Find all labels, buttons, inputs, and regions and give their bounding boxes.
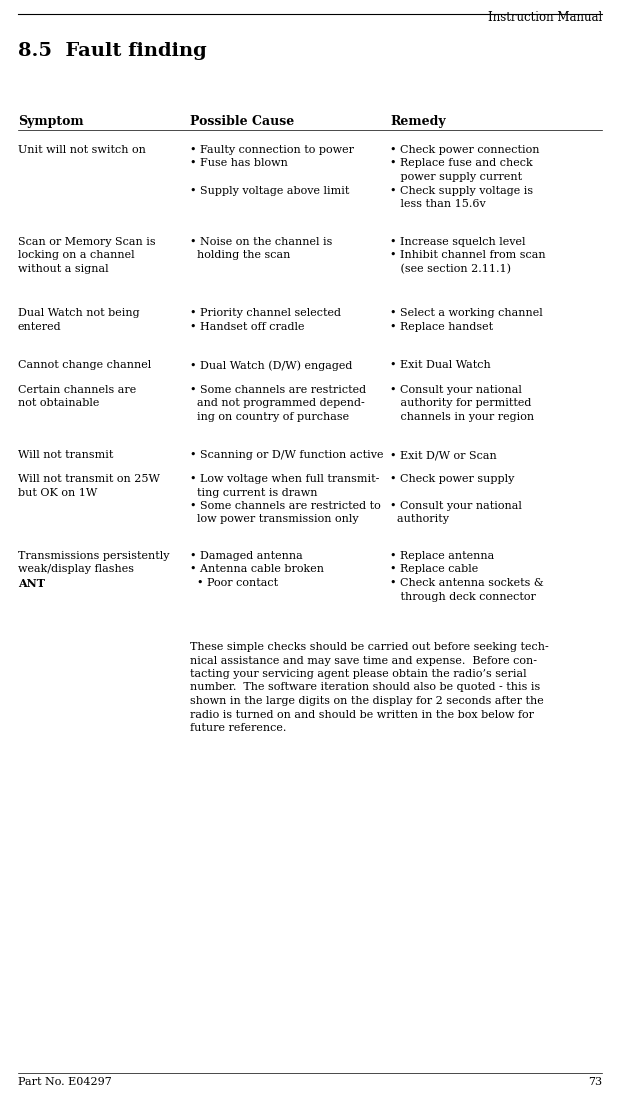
Text: • Damaged antenna: • Damaged antenna (190, 551, 303, 561)
Text: weak/display flashes: weak/display flashes (18, 565, 134, 575)
Text: • Fuse has blown: • Fuse has blown (190, 159, 288, 169)
Text: • Low voltage when full transmit-: • Low voltage when full transmit- (190, 474, 379, 484)
Text: • Handset off cradle: • Handset off cradle (190, 322, 304, 332)
Text: locking on a channel: locking on a channel (18, 251, 135, 261)
Text: • Faulty connection to power: • Faulty connection to power (190, 145, 354, 155)
Text: 8.5  Fault finding: 8.5 Fault finding (18, 42, 206, 60)
Text: (see section 2.11.1): (see section 2.11.1) (390, 264, 511, 275)
Text: and not programmed depend-: and not programmed depend- (190, 399, 365, 408)
Text: Remedy: Remedy (390, 115, 446, 128)
Text: shown in the large digits on the display for 2 seconds after the: shown in the large digits on the display… (190, 696, 544, 706)
Text: through deck connector: through deck connector (390, 591, 536, 601)
Text: • Check antenna sockets &: • Check antenna sockets & (390, 578, 544, 588)
Text: Possible Cause: Possible Cause (190, 115, 294, 128)
Text: number.  The software iteration should also be quoted - this is: number. The software iteration should al… (190, 682, 540, 692)
Text: • Noise on the channel is: • Noise on the channel is (190, 237, 332, 247)
Text: • Replace cable: • Replace cable (390, 565, 478, 575)
Text: ting current is drawn: ting current is drawn (190, 487, 317, 497)
Text: Instruction Manual: Instruction Manual (488, 11, 602, 24)
Text: Dual Watch not being: Dual Watch not being (18, 308, 140, 318)
Text: entered: entered (18, 322, 61, 332)
Text: • Replace antenna: • Replace antenna (390, 551, 494, 561)
Text: Symptom: Symptom (18, 115, 84, 128)
Text: 73: 73 (588, 1077, 602, 1087)
Text: Unit will not switch on: Unit will not switch on (18, 145, 146, 155)
Text: • Check power supply: • Check power supply (390, 474, 515, 484)
Text: Scan or Memory Scan is: Scan or Memory Scan is (18, 237, 156, 247)
Text: • Consult your national: • Consult your national (390, 385, 522, 395)
Text: nical assistance and may save time and expense.  Before con-: nical assistance and may save time and e… (190, 656, 537, 666)
Text: not obtainable: not obtainable (18, 399, 99, 408)
Text: • Increase squelch level: • Increase squelch level (390, 237, 526, 247)
Text: • Some channels are restricted to: • Some channels are restricted to (190, 502, 381, 511)
Text: authority for permitted: authority for permitted (390, 399, 531, 408)
Text: • Replace handset: • Replace handset (390, 322, 493, 332)
Text: • Inhibit channel from scan: • Inhibit channel from scan (390, 251, 546, 261)
Text: tacting your servicing agent please obtain the radio’s serial: tacting your servicing agent please obta… (190, 669, 526, 679)
Text: • Select a working channel: • Select a working channel (390, 308, 542, 318)
Text: • Consult your national: • Consult your national (390, 502, 522, 511)
Text: but OK on 1W: but OK on 1W (18, 487, 97, 497)
Text: radio is turned on and should be written in the box below for: radio is turned on and should be written… (190, 710, 534, 719)
Text: • Replace fuse and check: • Replace fuse and check (390, 159, 533, 169)
Text: low power transmission only: low power transmission only (190, 515, 358, 525)
Text: • Priority channel selected: • Priority channel selected (190, 308, 341, 318)
Text: Part No. E04297: Part No. E04297 (18, 1077, 112, 1087)
Text: Cannot change channel: Cannot change channel (18, 360, 151, 370)
Text: • Exit Dual Watch: • Exit Dual Watch (390, 360, 491, 370)
Text: • Poor contact: • Poor contact (190, 578, 278, 588)
Text: power supply current: power supply current (390, 172, 522, 182)
Text: These simple checks should be carried out before seeking tech-: These simple checks should be carried ou… (190, 642, 549, 652)
Text: • Check power connection: • Check power connection (390, 145, 539, 155)
Text: • Exit D/W or Scan: • Exit D/W or Scan (390, 450, 497, 460)
Text: Will not transmit: Will not transmit (18, 450, 113, 460)
Text: Certain channels are: Certain channels are (18, 385, 136, 395)
Text: Will not transmit on 25W: Will not transmit on 25W (18, 474, 160, 484)
Text: Transmissions persistently: Transmissions persistently (18, 551, 169, 561)
Text: • Some channels are restricted: • Some channels are restricted (190, 385, 366, 395)
Text: • Check supply voltage is: • Check supply voltage is (390, 185, 533, 196)
Text: without a signal: without a signal (18, 264, 108, 274)
Text: • Dual Watch (D/W) engaged: • Dual Watch (D/W) engaged (190, 360, 352, 370)
Text: • Antenna cable broken: • Antenna cable broken (190, 565, 324, 575)
Text: • Scanning or D/W function active: • Scanning or D/W function active (190, 450, 384, 460)
Text: channels in your region: channels in your region (390, 412, 534, 422)
Text: authority: authority (390, 515, 449, 525)
Text: holding the scan: holding the scan (190, 251, 290, 261)
Text: ANT: ANT (18, 578, 45, 589)
Text: future reference.: future reference. (190, 723, 286, 733)
Text: • Supply voltage above limit: • Supply voltage above limit (190, 185, 350, 196)
Text: ing on country of purchase: ing on country of purchase (190, 412, 349, 422)
Text: less than 15.6v: less than 15.6v (390, 199, 485, 209)
